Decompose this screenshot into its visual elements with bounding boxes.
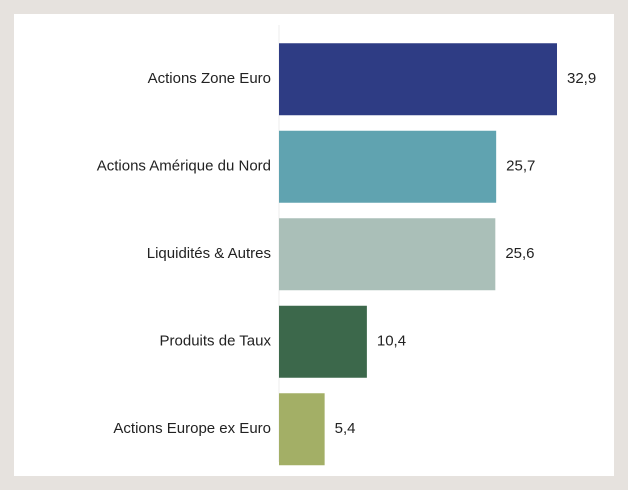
bar (279, 393, 325, 466)
value-label: 5,4 (335, 420, 356, 437)
value-label: 25,7 (506, 158, 535, 175)
category-label: Liquidités & Autres (147, 245, 271, 262)
bar (279, 43, 558, 116)
value-label: 10,4 (377, 333, 406, 350)
category-label: Produits de Taux (160, 333, 272, 350)
bar (279, 130, 497, 203)
category-label: Actions Europe ex Euro (113, 420, 271, 437)
category-label: Actions Amérique du Nord (97, 158, 271, 175)
category-label: Actions Zone Euro (148, 70, 271, 87)
bar (279, 218, 496, 291)
bar (279, 305, 367, 378)
value-label: 32,9 (567, 70, 596, 87)
value-label: 25,6 (505, 245, 534, 262)
